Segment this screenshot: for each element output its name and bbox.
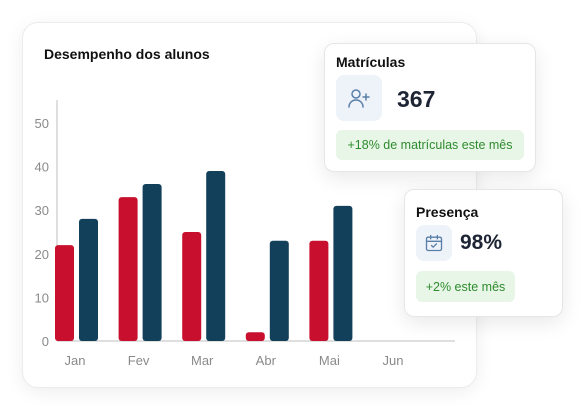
attendance-value: 98%: [460, 231, 503, 254]
bar-mar-s1: [182, 232, 202, 341]
attendance-card: Presença 98% +2% este mês: [404, 189, 563, 317]
y-tick-label: 50: [35, 116, 49, 131]
x-tick-label: Jun: [383, 353, 404, 368]
y-tick-label: 40: [35, 160, 49, 175]
enrollments-card: Matrículas 367 +18% de matrículas este m…: [324, 43, 536, 172]
bar-jan-s2: [79, 218, 98, 341]
x-tick-label: Jan: [65, 353, 86, 368]
calendar-check-icon: [416, 225, 452, 261]
bar-mai-s1: [309, 240, 329, 341]
attendance-title: Presença: [416, 204, 479, 220]
attendance-badge: +2% este mês: [416, 271, 515, 302]
y-tick-label: 20: [35, 247, 49, 262]
enrollments-value: 367: [397, 86, 436, 112]
bar-mar-s2: [206, 170, 226, 341]
x-tick-label: Abr: [256, 353, 277, 368]
bar-abr-s1: [245, 332, 265, 341]
enrollments-title: Matrículas: [336, 54, 406, 70]
y-tick-label: 0: [42, 334, 49, 349]
user-plus-icon: [336, 75, 382, 121]
bar-jan-s1: [55, 245, 74, 341]
bar-fev-s2: [142, 184, 162, 341]
x-tick-label: Fev: [128, 353, 150, 368]
y-tick-label: 30: [35, 203, 49, 218]
x-tick-label: Mar: [191, 353, 214, 368]
x-tick-label: Mai: [319, 353, 340, 368]
bar-abr-s2: [269, 240, 289, 341]
enrollments-badge: +18% de matrículas este mês: [336, 130, 524, 160]
bar-fev-s1: [118, 197, 138, 341]
y-tick-label: 10: [35, 290, 49, 305]
chart-title: Desempenho dos alunos: [44, 46, 210, 62]
bar-mai-s2: [333, 205, 353, 341]
